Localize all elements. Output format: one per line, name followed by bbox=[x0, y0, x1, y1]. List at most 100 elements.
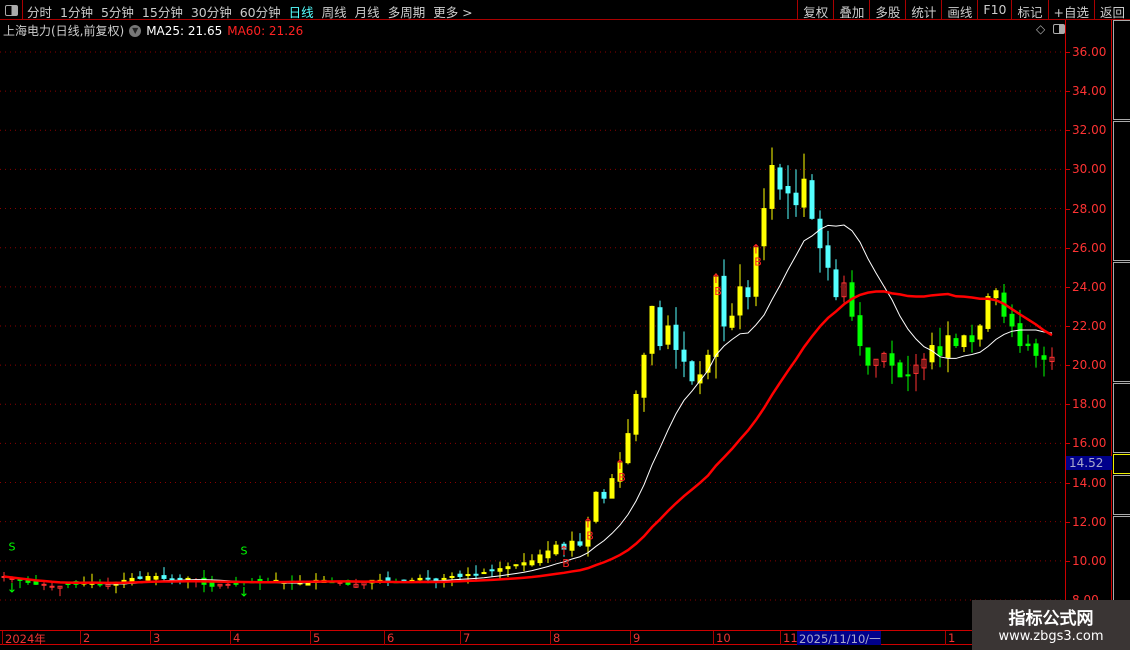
candle-body bbox=[441, 577, 447, 580]
chevron-down-icon[interactable]: ▼ bbox=[129, 24, 142, 37]
date-axis: 2024年 2 3 4 5 6 7 8 9 10 11 1 2025/11/10/一 bbox=[0, 630, 1130, 646]
toolbar: 分时 1分钟 5分钟 15分钟 30分钟 60分钟 日线 周线 月线 多周期 更多 > 复权 叠加 多股… bbox=[0, 0, 1130, 20]
buy-signal-label: B bbox=[754, 256, 762, 269]
candle-body bbox=[569, 540, 575, 551]
candle-body bbox=[489, 569, 495, 572]
up-arrow-icon: ↑ bbox=[711, 272, 722, 287]
candle-body bbox=[505, 566, 511, 570]
watermark: 指标公式网 www.zbgs3.com bbox=[972, 600, 1130, 650]
y-tick-label: 16.00 bbox=[1072, 436, 1107, 451]
candle-body bbox=[1033, 343, 1039, 356]
candle-body bbox=[49, 585, 55, 588]
x-tick-label: 4 bbox=[230, 631, 240, 645]
y-tick-label: 22.00 bbox=[1072, 318, 1107, 333]
candle-body bbox=[897, 362, 903, 378]
period-tab[interactable]: 15分钟 bbox=[141, 5, 183, 20]
candle-body bbox=[217, 583, 223, 587]
period-tab[interactable]: 多周期 bbox=[387, 5, 426, 20]
toolbar-button[interactable]: 返回 bbox=[1093, 0, 1130, 20]
candle-body bbox=[817, 218, 823, 249]
candle-body bbox=[785, 186, 791, 194]
candle-body bbox=[977, 325, 983, 340]
candle-body bbox=[993, 290, 999, 299]
candle-body bbox=[609, 478, 615, 499]
candle-body bbox=[1025, 343, 1031, 347]
candle-body bbox=[777, 167, 783, 190]
buy-signal-label: B bbox=[586, 530, 594, 543]
period-tab[interactable]: 月线 bbox=[354, 5, 380, 20]
candle-body bbox=[809, 180, 815, 219]
candle-body bbox=[617, 462, 623, 482]
toolbar-button[interactable]: 复权 bbox=[797, 0, 833, 20]
toolbar-button[interactable]: 标记 bbox=[1011, 0, 1047, 20]
candle-body bbox=[873, 358, 879, 366]
watermark-url: www.zbgs3.com bbox=[998, 629, 1104, 644]
toolbar-button[interactable]: +自选 bbox=[1047, 0, 1094, 20]
candle-body bbox=[729, 315, 735, 328]
candle-body bbox=[633, 393, 639, 435]
sell-signal-label: S bbox=[9, 540, 16, 553]
candle-body bbox=[793, 192, 799, 206]
candle-body bbox=[969, 335, 975, 343]
candle-body bbox=[945, 335, 951, 358]
x-tick-label: 10 bbox=[713, 631, 731, 645]
candlestick-chart[interactable]: S↓S↓↑B↑B↑B↑B↑B bbox=[0, 20, 1065, 630]
period-tab[interactable]: 1分钟 bbox=[60, 5, 93, 20]
candle-body bbox=[713, 276, 719, 357]
ma25-value: MA25: 21.65 bbox=[146, 23, 223, 38]
up-arrow-icon: ↑ bbox=[615, 458, 626, 473]
period-tab[interactable]: 5分钟 bbox=[100, 5, 134, 20]
panel-toggle-button[interactable] bbox=[0, 0, 23, 20]
down-arrow-icon: ↓ bbox=[239, 585, 250, 600]
candle-body bbox=[705, 354, 711, 373]
candle-body bbox=[537, 554, 543, 564]
y-tick-label: 36.00 bbox=[1072, 45, 1107, 59]
diamond-icon[interactable]: ◇ bbox=[1036, 22, 1046, 36]
candle-body bbox=[921, 358, 927, 369]
candle-body bbox=[513, 564, 519, 567]
period-tab[interactable]: 周线 bbox=[321, 5, 347, 20]
x-tick-label: 3 bbox=[150, 631, 160, 645]
period-tab[interactable]: 60分钟 bbox=[239, 5, 281, 20]
cursor-date-label: 2025/11/10/一 bbox=[797, 631, 881, 646]
toolbar-button[interactable]: F10 bbox=[977, 0, 1011, 20]
candle-body bbox=[761, 208, 767, 247]
toolbar-button[interactable]: 叠加 bbox=[833, 0, 869, 20]
candle-body bbox=[689, 361, 695, 382]
price-axis: 36.00 34.00 32.00 30.00 28.00 26.00 24.00 22.00… bbox=[1065, 20, 1112, 630]
candle-body bbox=[137, 576, 143, 579]
period-tab[interactable]: 30分钟 bbox=[190, 5, 232, 20]
candle-body bbox=[481, 572, 487, 575]
candle-body bbox=[457, 573, 463, 577]
y-tick-label: 26.00 bbox=[1072, 240, 1107, 255]
candle-body bbox=[641, 354, 647, 398]
panel-icon[interactable] bbox=[1053, 24, 1066, 34]
candle-body bbox=[937, 346, 943, 356]
candle-body bbox=[865, 347, 871, 366]
toolbar-button[interactable]: 多股 bbox=[869, 0, 905, 20]
candle-body bbox=[553, 544, 559, 555]
candle-body bbox=[929, 345, 935, 363]
y-tick-label: 30.00 bbox=[1072, 162, 1107, 177]
side-panel-tabs[interactable] bbox=[1113, 20, 1130, 630]
candle-body bbox=[857, 315, 863, 347]
candle-body bbox=[233, 582, 239, 585]
candle-body bbox=[601, 491, 607, 499]
candle-body bbox=[145, 575, 151, 581]
up-arrow-icon: ↑ bbox=[559, 544, 570, 559]
period-tabs: 分时 1分钟 5分钟 15分钟 30分钟 60分钟 日线 周线 月线 多周期 更多 > bbox=[27, 2, 481, 21]
period-tab[interactable]: 分时 bbox=[27, 5, 53, 20]
y-tick-label: 28.00 bbox=[1072, 201, 1107, 216]
candle-body bbox=[577, 541, 583, 546]
toolbar-button[interactable]: 画线 bbox=[941, 0, 977, 20]
candle-body bbox=[1049, 356, 1055, 363]
chart-info-bar: 上海电力(日线,前复权) ▼ MA25: 21.65 MA60: 21.26 bbox=[3, 22, 303, 39]
period-tab[interactable]: 日线 bbox=[288, 5, 314, 20]
candle-body bbox=[913, 364, 919, 374]
toolbar-button[interactable]: 统计 bbox=[905, 0, 941, 20]
x-tick-label: 9 bbox=[630, 631, 640, 645]
sell-signal-label: S bbox=[241, 544, 248, 557]
candle-body bbox=[625, 433, 631, 464]
period-tab[interactable]: 更多 > bbox=[433, 5, 473, 20]
watermark-title: 指标公式网 bbox=[1008, 609, 1094, 629]
